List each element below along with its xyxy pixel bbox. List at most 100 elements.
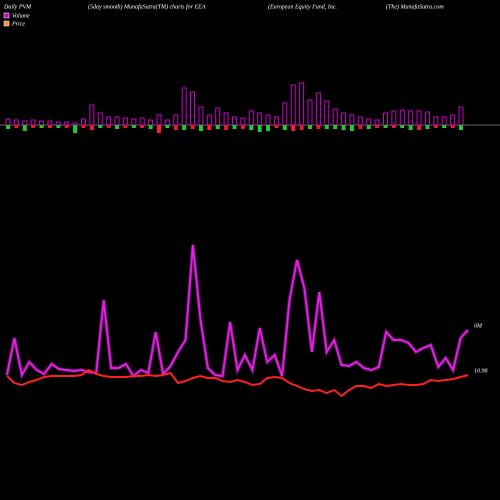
pvm-bar xyxy=(64,121,70,126)
pvm-down-bar xyxy=(433,125,438,128)
pvm-down-bar xyxy=(400,125,405,128)
pvm-bar xyxy=(5,118,11,126)
pvm-bar xyxy=(248,110,254,126)
pvm-bar xyxy=(257,112,263,126)
pvm-bar xyxy=(156,114,162,126)
pvm-down-bar xyxy=(14,125,19,128)
pvm-down-bar xyxy=(341,125,346,130)
pvm-down-bar xyxy=(349,125,354,131)
pvm-bar xyxy=(215,107,221,126)
legend-swatch xyxy=(3,12,10,19)
pvm-bar xyxy=(399,109,405,126)
pvm-down-bar xyxy=(459,125,463,130)
pvm-down-bar xyxy=(165,125,170,128)
pvm-bar xyxy=(391,110,397,126)
chart-title: Daily PVM xyxy=(3,4,32,10)
pvm-down-bar xyxy=(224,125,229,130)
pvm-bar xyxy=(315,92,321,126)
pvm-down-bar xyxy=(31,125,36,128)
pvm-down-bar xyxy=(198,125,203,131)
pvm-down-bar xyxy=(316,125,321,129)
pvm-down-bar xyxy=(282,125,287,130)
pvm-down-bar xyxy=(47,125,52,128)
legend-swatch xyxy=(3,20,10,27)
pvm-down-bar xyxy=(131,125,136,128)
pvm-bar xyxy=(240,117,246,126)
pvm-bar xyxy=(122,117,128,126)
chart-subtitle: (5day smooth) MunafaSutra(TM) charts for… xyxy=(88,3,206,10)
pvm-bar xyxy=(408,110,414,126)
pvm-down-bar xyxy=(299,125,304,130)
pvm-down-bar xyxy=(408,125,413,130)
pvm-down-bar xyxy=(73,125,78,133)
pvm-bar xyxy=(173,114,179,126)
pvm-bar xyxy=(299,82,305,126)
legend-label: Price xyxy=(11,21,25,27)
pvm-down-bar xyxy=(64,125,69,128)
pvm-bar xyxy=(106,116,112,126)
company-name: (European Equity Fund, Inc. xyxy=(268,3,337,10)
pvm-down-bar xyxy=(22,125,27,131)
pvm-down-bar xyxy=(232,125,237,129)
pvm-down-bar xyxy=(98,125,103,128)
series-line xyxy=(6,244,469,378)
pvm-down-bar xyxy=(39,125,44,128)
pvm-bar xyxy=(324,100,330,126)
volume-glow xyxy=(5,244,470,381)
pvm-down-bar xyxy=(173,125,178,130)
pvm-bar xyxy=(307,99,313,126)
pvm-down-bar xyxy=(6,125,10,129)
pvm-down-bar xyxy=(266,125,271,131)
pvm-down-bar xyxy=(450,125,455,128)
end-label: 10.98 xyxy=(474,368,488,374)
pvm-down-bar xyxy=(324,125,329,129)
pvm-bar xyxy=(47,120,53,126)
pvm-down-bar xyxy=(123,125,128,128)
pvm-bar xyxy=(223,112,229,126)
pvm-bar xyxy=(89,104,95,126)
pvm-down-bar xyxy=(148,125,153,129)
pvm-bar xyxy=(72,122,78,126)
pvm-down-bar xyxy=(81,125,86,128)
pvm-down-bar xyxy=(333,125,338,129)
pvm-bar xyxy=(164,119,170,126)
pvm-down-bar xyxy=(56,125,61,128)
pvm-down-bar xyxy=(291,125,296,131)
pvm-down-bar xyxy=(249,125,254,130)
pvm-bar xyxy=(433,116,439,126)
pvm-down-bar xyxy=(89,125,94,130)
pvm-down-bar xyxy=(442,125,447,128)
pvm-bar xyxy=(441,116,447,126)
pvm-down-bar xyxy=(190,125,195,129)
pvm-bar xyxy=(450,114,456,126)
pvm-down-bar xyxy=(391,125,396,128)
pvm-bar xyxy=(332,108,338,126)
pvm-bar xyxy=(366,118,372,126)
pvm-down-bar xyxy=(257,125,262,132)
pvm-down-bar xyxy=(140,125,145,128)
pvm-bar xyxy=(13,119,19,126)
pvm-down-bar xyxy=(358,125,363,129)
pvm-bar xyxy=(139,117,145,126)
pvm-down-bar xyxy=(106,125,111,128)
pvm-down-bar xyxy=(375,125,380,128)
pvm-bar xyxy=(39,120,45,126)
series-line xyxy=(6,368,469,398)
pvm-bar xyxy=(265,114,271,126)
legend-label: Volume xyxy=(12,13,30,19)
pvm-bar xyxy=(22,120,28,126)
pvm-down-bar xyxy=(383,125,388,128)
pvm-down-bar xyxy=(182,125,187,130)
pvm-bar xyxy=(81,118,86,126)
pvm-bar xyxy=(290,84,296,126)
pvm-bar xyxy=(198,106,204,126)
pvm-down-bar xyxy=(240,125,245,129)
pvm-bar xyxy=(55,121,61,126)
pvm-down-bar xyxy=(207,125,212,130)
pvm-bar xyxy=(416,110,422,126)
pvm-down-bar xyxy=(215,125,220,129)
pvm-bar xyxy=(206,114,212,126)
pvm-bar xyxy=(131,118,137,126)
pvm-bar xyxy=(30,119,36,126)
pvm-bar xyxy=(458,106,464,126)
